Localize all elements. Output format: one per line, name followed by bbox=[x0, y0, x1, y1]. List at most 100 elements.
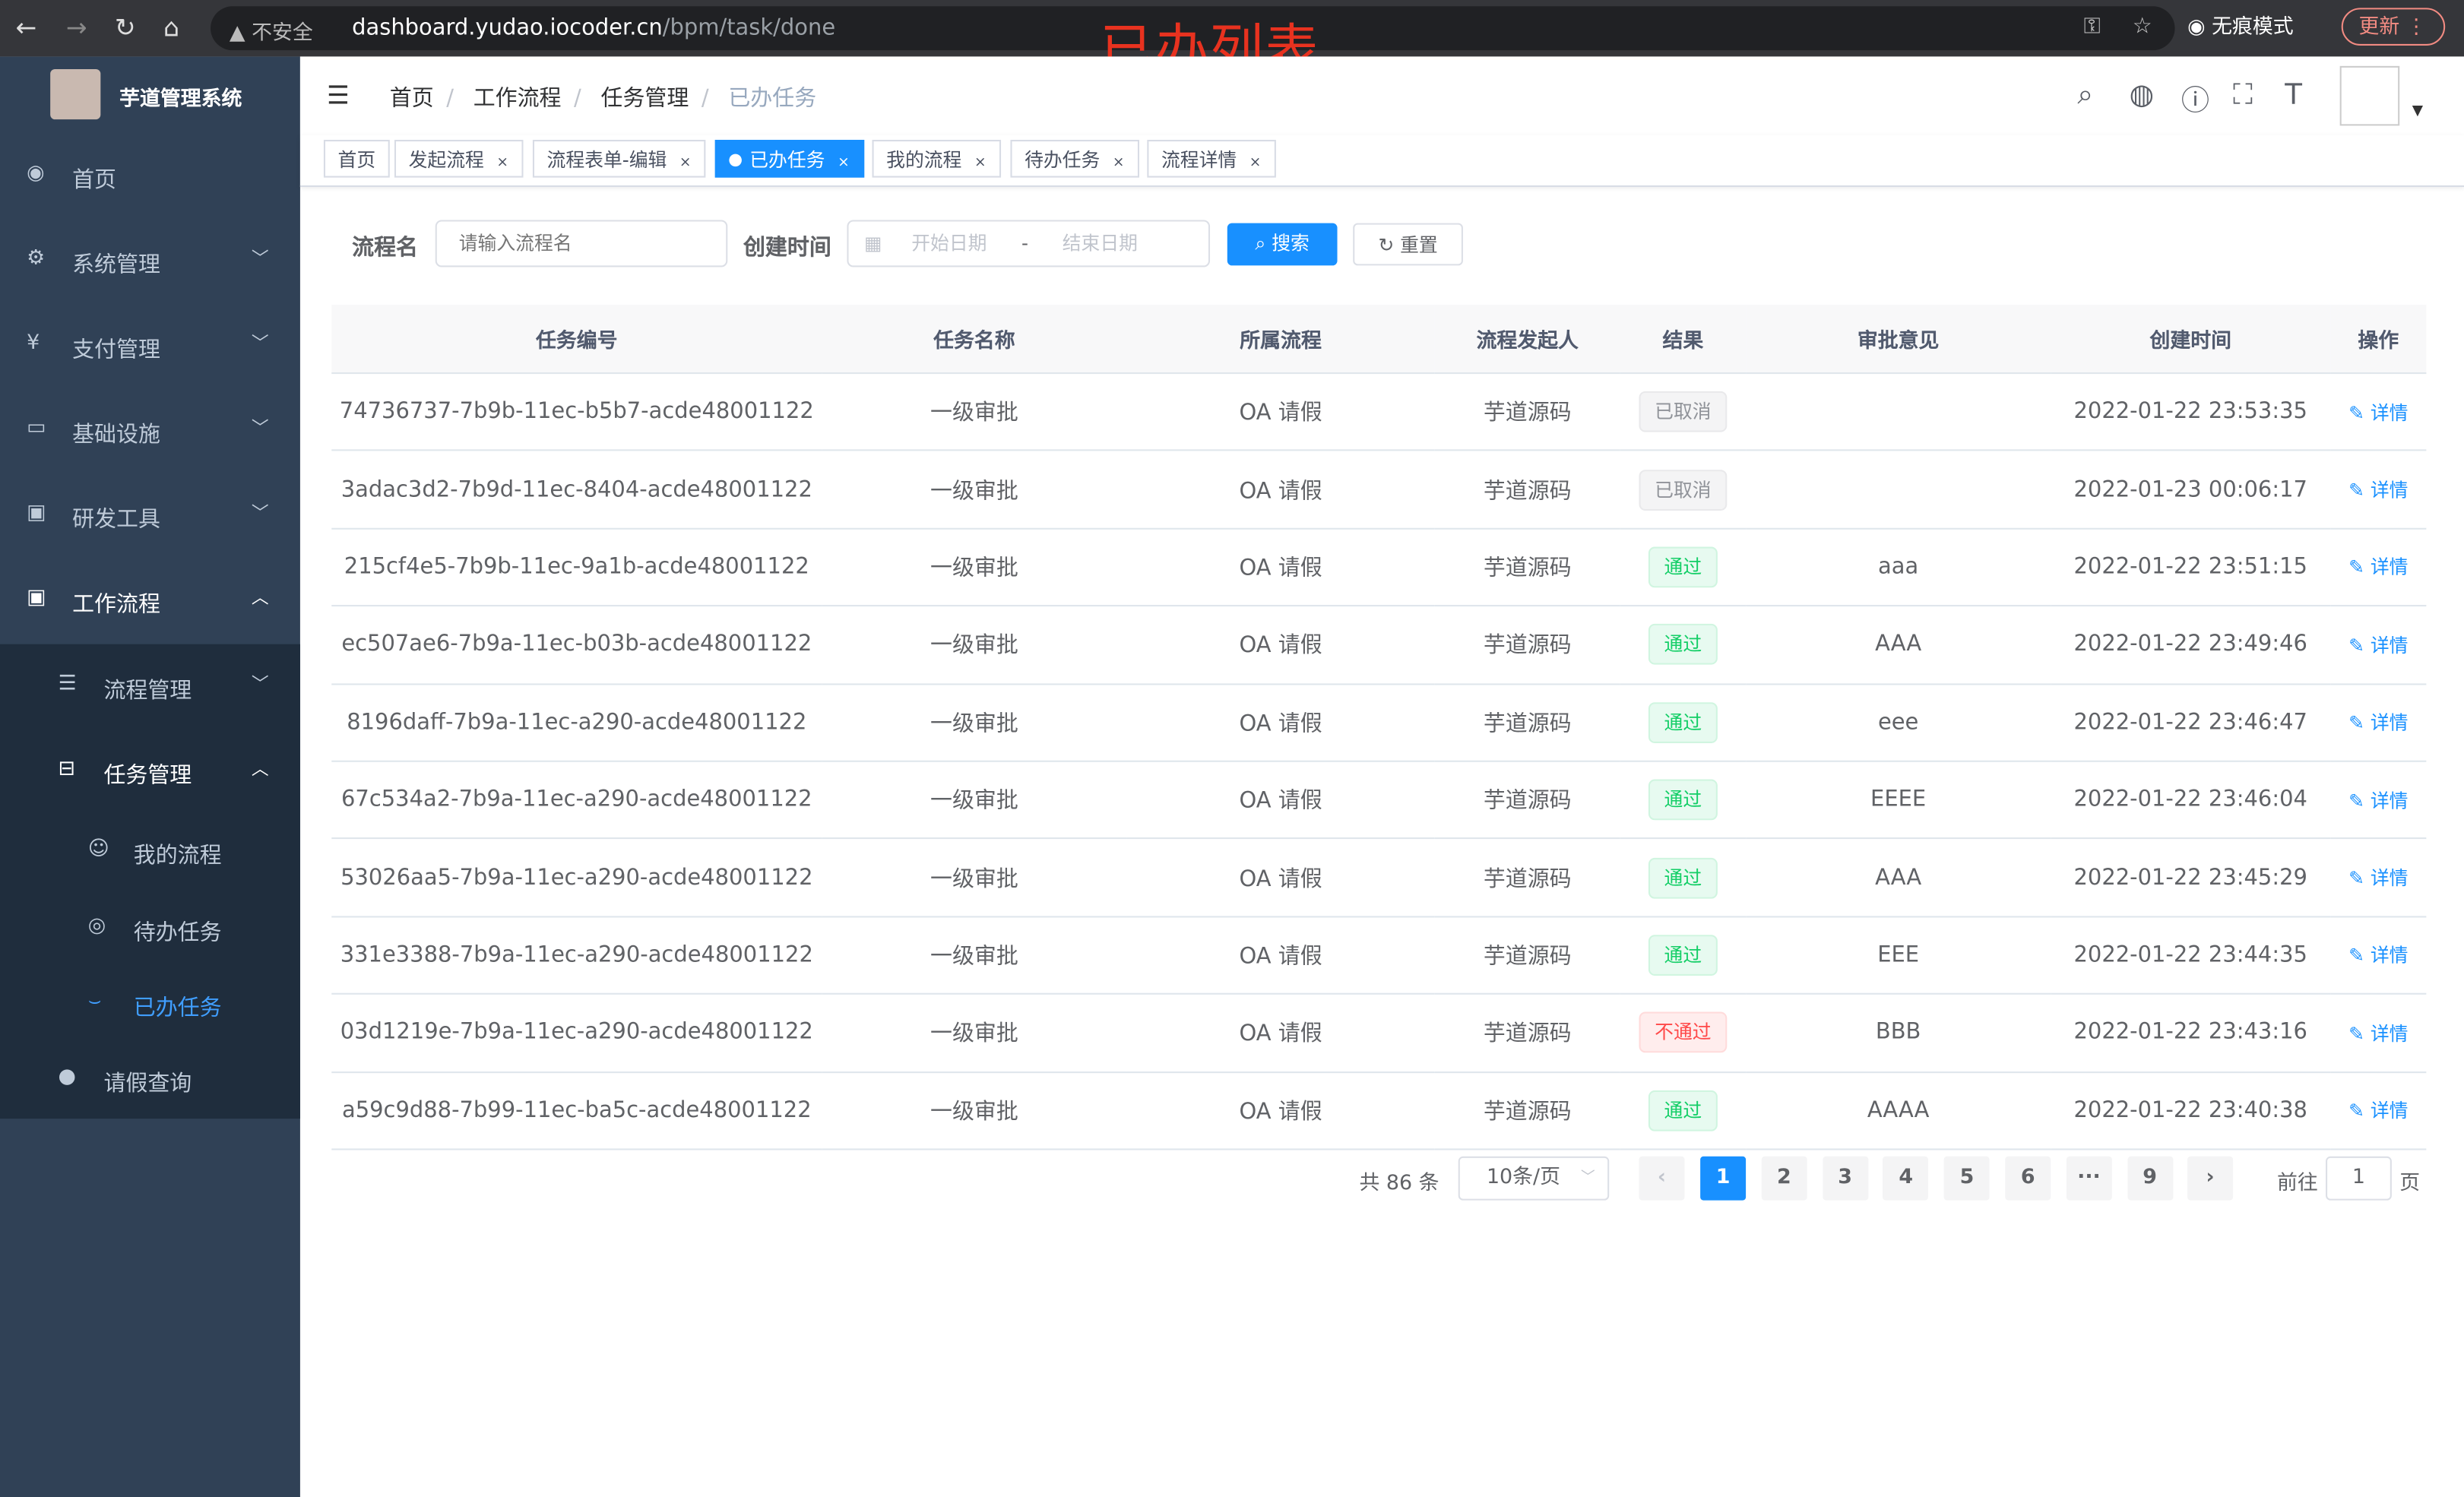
comment: EEE bbox=[1877, 942, 1920, 968]
sidebar-item-todo[interactable]: ◎ 待办任务 bbox=[0, 888, 300, 963]
create-time-cell: 2022-01-22 23:44:35 bbox=[2051, 916, 2331, 995]
result-badge: 通过 bbox=[1648, 701, 1718, 743]
close-icon[interactable]: × bbox=[974, 155, 987, 172]
tag-todo[interactable]: 待办任务 × bbox=[1010, 140, 1139, 178]
sidebar-item-process-manage[interactable]: ☰ 流程管理 ﹀ bbox=[0, 646, 300, 731]
page-button[interactable]: 3 bbox=[1822, 1156, 1868, 1201]
task-name-cell: 一级审批 bbox=[822, 994, 1127, 1073]
result-cell: 已取消 bbox=[1620, 451, 1747, 530]
page-button[interactable]: 1 bbox=[1700, 1156, 1747, 1201]
sidebar-item-home[interactable]: ◉ 首页 bbox=[0, 135, 300, 220]
page-button[interactable]: 2 bbox=[1761, 1156, 1807, 1201]
tag-done-task[interactable]: 已办任务 × bbox=[714, 140, 864, 178]
next-page-button[interactable]: › bbox=[2187, 1156, 2234, 1201]
tag-home[interactable]: 首页 bbox=[323, 140, 390, 178]
fullscreen-icon[interactable]: ⛶ bbox=[2233, 78, 2253, 112]
total-count: 共 86 条 bbox=[1359, 1172, 1439, 1196]
edit-icon: ✎ bbox=[2348, 1022, 2364, 1045]
sidebar-item-my-process[interactable]: ☺ 我的流程 bbox=[0, 811, 300, 886]
tag-start-process[interactable]: 发起流程 × bbox=[394, 140, 523, 178]
task-name-cell: 一级审批 bbox=[822, 1071, 1127, 1150]
page-button[interactable]: 9 bbox=[2127, 1156, 2173, 1201]
close-icon[interactable]: × bbox=[1249, 155, 1262, 172]
sidebar-item-done[interactable]: ⌣ 已办任务 bbox=[0, 963, 300, 1038]
comment-cell: BBB bbox=[1746, 994, 2051, 1073]
sidebar-item-label: 待办任务 bbox=[133, 920, 222, 946]
tag-form-edit[interactable]: 流程表单-编辑 × bbox=[532, 140, 706, 178]
detail-button[interactable]: ✎ 详情 bbox=[2348, 712, 2408, 734]
prev-page-button[interactable]: ‹ bbox=[1639, 1156, 1685, 1201]
detail-button[interactable]: ✎ 详情 bbox=[2348, 945, 2408, 967]
action-cell: ✎ 详情 bbox=[2330, 761, 2427, 840]
sidebar-item-leave[interactable]: ● 请假查询 bbox=[0, 1039, 300, 1114]
sidebar-item-task-manage[interactable]: ⊟ 任务管理 ︿ bbox=[0, 730, 300, 815]
detail-button[interactable]: ✎ 详情 bbox=[2348, 1023, 2408, 1045]
monitor-icon: ▭ bbox=[27, 416, 46, 440]
help-icon[interactable]: ⓘ bbox=[2181, 84, 2210, 119]
detail-button[interactable]: ✎ 详情 bbox=[2348, 1100, 2408, 1122]
initiator: 芋道源码 bbox=[1483, 478, 1572, 504]
breadcrumb-item[interactable]: 任务管理 bbox=[600, 86, 689, 112]
sidebar-item-workflow[interactable]: ▣ 工作流程 ︿ bbox=[0, 559, 300, 644]
sidebar-item-pay[interactable]: ¥ 支付管理 ﹀ bbox=[0, 305, 300, 390]
process-name: OA 请假 bbox=[1239, 633, 1322, 660]
gear-icon: ⚙ bbox=[27, 246, 46, 271]
initiator-cell: 芋道源码 bbox=[1434, 838, 1620, 917]
detail-button[interactable]: ✎ 详情 bbox=[2348, 790, 2408, 812]
page-button[interactable]: 4 bbox=[1883, 1156, 1929, 1201]
page-button[interactable]: ··· bbox=[2066, 1156, 2112, 1201]
home-icon[interactable]: ⌂ bbox=[163, 12, 180, 43]
detail-button[interactable]: ✎ 详情 bbox=[2348, 557, 2408, 579]
tag-my-process[interactable]: 我的流程 × bbox=[872, 140, 1001, 178]
process-name-input[interactable] bbox=[435, 220, 728, 267]
tree-icon: ⊟ bbox=[58, 757, 76, 781]
reset-button[interactable]: ↻ 重置 bbox=[1353, 223, 1463, 266]
sidebar-item-system[interactable]: ⚙ 系统管理 ﹀ bbox=[0, 220, 300, 305]
github-icon[interactable]: ◍ bbox=[2129, 78, 2155, 112]
close-icon[interactable]: × bbox=[1112, 155, 1125, 172]
breadcrumb-item[interactable]: 工作流程 bbox=[473, 86, 562, 112]
sidebar-item-infra[interactable]: ▭ 基础设施 ﹀ bbox=[0, 390, 300, 475]
tag-process-detail[interactable]: 流程详情 × bbox=[1147, 140, 1275, 178]
detail-label: 详情 bbox=[2370, 945, 2409, 967]
sidebar-item-dev-tools[interactable]: ▣ 研发工具 ﹀ bbox=[0, 474, 300, 559]
security-warning[interactable]: ▲ 不安全 bbox=[229, 21, 313, 46]
forward-icon[interactable]: → bbox=[65, 12, 87, 43]
search-icon[interactable]: ⌕ bbox=[2077, 78, 2094, 112]
breadcrumb-item[interactable]: 首页 bbox=[389, 86, 434, 112]
star-icon[interactable]: ☆ bbox=[2132, 14, 2152, 40]
action-cell: ✎ 详情 bbox=[2330, 528, 2427, 607]
back-icon[interactable]: ← bbox=[15, 12, 37, 43]
key-icon[interactable]: ⚿ bbox=[2083, 14, 2101, 40]
start-date[interactable]: 开始日期 bbox=[911, 233, 987, 255]
incognito-indicator[interactable]: ◉ 无痕模式 bbox=[2187, 15, 2294, 40]
edit-icon: ✎ bbox=[2348, 635, 2364, 657]
address-bar[interactable]: ▲ 不安全 dashboard.yudao.iocoder.cn/bpm/tas… bbox=[211, 6, 2175, 51]
close-icon[interactable]: × bbox=[496, 155, 508, 172]
sidebar-item-label: 工作流程 bbox=[72, 592, 160, 618]
avatar[interactable] bbox=[2339, 65, 2400, 126]
detail-button[interactable]: ✎ 详情 bbox=[2348, 867, 2408, 889]
close-icon[interactable]: × bbox=[838, 155, 850, 172]
process-name-cell: OA 请假 bbox=[1126, 528, 1435, 607]
update-button[interactable]: 更新 ⋮ bbox=[2341, 8, 2446, 46]
page-button[interactable]: 5 bbox=[1944, 1156, 1990, 1201]
detail-button[interactable]: ✎ 详情 bbox=[2348, 479, 2408, 502]
reload-icon[interactable]: ↻ bbox=[114, 12, 136, 43]
caret-down-icon[interactable]: ▼ bbox=[2412, 103, 2424, 120]
comment: aaa bbox=[1878, 554, 1919, 580]
close-icon[interactable]: × bbox=[679, 155, 692, 172]
result-cell: 通过 bbox=[1620, 761, 1747, 840]
hamburger-icon[interactable]: ☰ bbox=[327, 80, 350, 110]
font-size-icon[interactable]: T bbox=[2285, 78, 2303, 112]
page-button[interactable]: 6 bbox=[2005, 1156, 2051, 1201]
search-button[interactable]: ⌕ 搜索 bbox=[1227, 223, 1338, 266]
goto-page-input[interactable]: 1 bbox=[2326, 1156, 2392, 1201]
detail-button[interactable]: ✎ 详情 bbox=[2348, 635, 2408, 657]
end-date[interactable]: 结束日期 bbox=[1062, 233, 1138, 255]
initiator-cell: 芋道源码 bbox=[1434, 683, 1620, 762]
detail-button[interactable]: ✎ 详情 bbox=[2348, 402, 2408, 424]
date-range-picker[interactable]: ▦ 开始日期 - 结束日期 bbox=[847, 220, 1211, 267]
action-cell: ✎ 详情 bbox=[2330, 994, 2427, 1073]
page-size-select[interactable]: 10条/页 ﹀ bbox=[1458, 1156, 1610, 1201]
